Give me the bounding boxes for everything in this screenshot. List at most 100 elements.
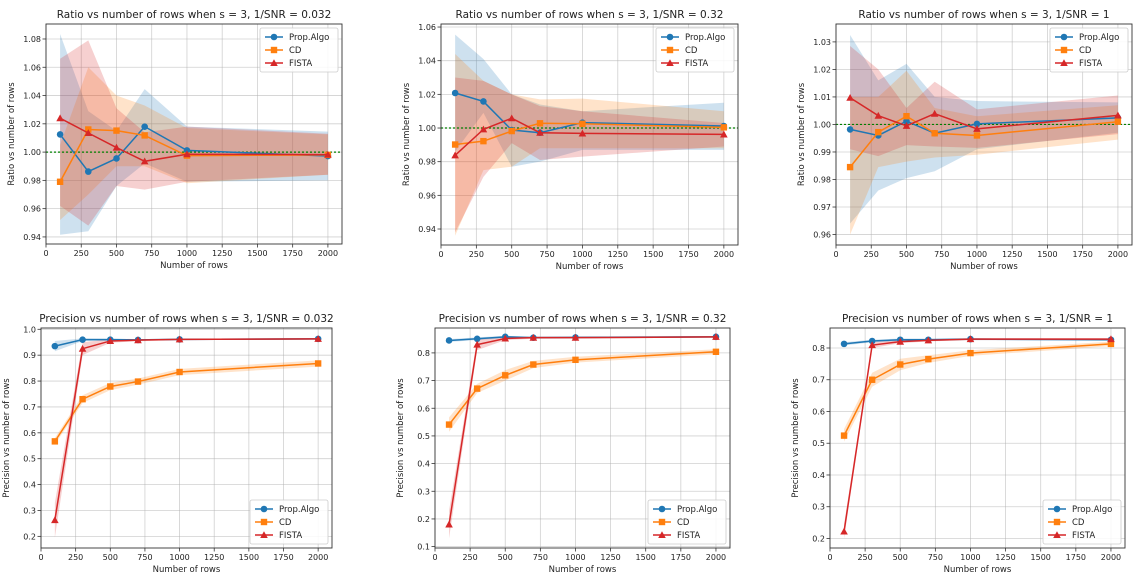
legend: Prop.Algo CD FISTA [1049, 27, 1129, 73]
y-tick-label: 0.97 [813, 203, 831, 212]
legend-entry-cd: CD [661, 46, 698, 56]
x-tick-label: 1250 [212, 249, 232, 258]
series-line-fista [59, 117, 328, 163]
y-tick-label: 0.8 [812, 344, 825, 353]
series-line-propalgo [59, 125, 328, 173]
data-point-cd [973, 132, 981, 139]
y-tick-label: 0.98 [23, 176, 41, 185]
y-axis-label: Precision vs number of rows [396, 378, 406, 498]
x-tick-label: 750 [539, 250, 554, 259]
data-point-cd [107, 383, 114, 390]
y-axis-label: Ratio vs number of rows [797, 82, 807, 186]
x-axis-label: Number of rows [549, 565, 617, 573]
legend-marker [1053, 518, 1061, 526]
legend-entry-fista: FISTA [1048, 531, 1095, 541]
x-tick-label: 500 [899, 250, 914, 259]
x-tick-label: 250 [74, 249, 89, 258]
data-point-propalgo [480, 98, 487, 105]
x-tick-label: 1250 [204, 553, 224, 562]
x-tick-label: 1750 [282, 249, 302, 258]
legend-entry-cd: CD [265, 46, 302, 56]
x-tick-label: 1750 [678, 250, 698, 259]
x-tick-label: 250 [462, 553, 477, 562]
axes-frame [829, 327, 1126, 549]
x-tick-label: 1750 [1066, 553, 1086, 562]
legend-label: FISTA [279, 531, 302, 541]
y-tick-label: 0.98 [813, 175, 831, 184]
series-line-cd [849, 115, 1118, 168]
data-point-fista [501, 334, 510, 342]
legend-marker [1053, 505, 1061, 513]
data-point-fista [140, 157, 149, 165]
y-tick-label: 0.5 [812, 439, 825, 448]
x-tick-label: 2000 [706, 553, 726, 562]
y-tick-label: 1.04 [418, 57, 436, 66]
data-point-cd [846, 163, 854, 171]
series-line-fista [849, 97, 1118, 130]
y-tick-label: 1.0 [23, 325, 36, 334]
legend-label: Prop.Algo [1079, 33, 1119, 43]
plot-area [445, 333, 720, 539]
series-line-fista [454, 117, 724, 156]
data-point-cd [897, 361, 904, 368]
data-point-fista [712, 333, 720, 340]
x-tick-label: 2000 [308, 553, 328, 562]
data-point-cd [451, 141, 459, 148]
y-axis-label: Precision vs number of rows [2, 378, 12, 498]
data-point-fista [846, 93, 854, 101]
data-point-cd [56, 178, 64, 185]
data-point-cd [79, 395, 86, 403]
axes-frame [835, 23, 1133, 246]
data-point-propalgo [445, 337, 453, 344]
data-point-propalgo [840, 340, 848, 348]
y-tick-label: 1.06 [418, 23, 436, 32]
x-tick-label: 750 [928, 553, 943, 562]
legend-marker [658, 531, 666, 539]
confidence-band-propalgo [850, 35, 1118, 224]
data-point-cd [51, 438, 59, 445]
x-axis-label: Number of rows [160, 261, 228, 271]
x-axis-label: Number of rows [944, 565, 1012, 573]
legend-label: FISTA [289, 59, 312, 69]
x-tick-label: 1750 [273, 553, 293, 562]
y-tick-label: 1.03 [813, 38, 831, 47]
legend-label: CD [677, 518, 690, 528]
chart-panel-1: Ratio vs number of rows when s = 3, 1/SN… [7, 9, 343, 271]
confidence-band-fista [455, 77, 724, 233]
y-tick-label: 0.96 [813, 231, 831, 240]
y-tick-label: 1.00 [813, 120, 831, 129]
data-point-fista [451, 151, 459, 159]
data-point-fista [536, 128, 544, 136]
data-point-fista [896, 337, 905, 345]
data-point-cd [572, 356, 579, 364]
x-tick-label: 2000 [1108, 250, 1128, 259]
series-line-propalgo [849, 117, 1118, 137]
data-point-cd [134, 378, 142, 385]
legend-label: Prop.Algo [279, 505, 319, 515]
data-point-fista [314, 335, 322, 342]
x-tick-label: 250 [68, 553, 83, 562]
y-axis-label: Precision vs number of rows [791, 378, 801, 498]
x-tick-label: 500 [504, 250, 519, 259]
data-point-fista [84, 129, 93, 137]
legend-marker [666, 46, 674, 54]
data-point-cd [903, 112, 910, 120]
x-tick-label: 0 [432, 553, 437, 562]
series-line-fista [843, 338, 1111, 532]
legend-entry-cd: CD [1055, 46, 1092, 56]
data-point-fista [529, 333, 538, 341]
data-point-propalgo [473, 335, 481, 343]
data-point-fista [973, 125, 981, 132]
y-axis-label: Ratio vs number of rows [7, 82, 17, 186]
legend-label: FISTA [677, 531, 700, 541]
data-point-cd [931, 130, 938, 137]
legend-marker [666, 59, 674, 67]
y-tick-label: 0.3 [417, 487, 430, 496]
y-tick-label: 0.7 [417, 377, 430, 386]
x-tick-label: 2000 [714, 250, 734, 259]
data-point-propalgo [868, 337, 876, 345]
y-tick-label: 0.8 [417, 349, 430, 358]
x-tick-label: 500 [498, 553, 513, 562]
y-tick-label: 1.08 [23, 35, 41, 44]
x-tick-label: 1000 [967, 250, 987, 259]
